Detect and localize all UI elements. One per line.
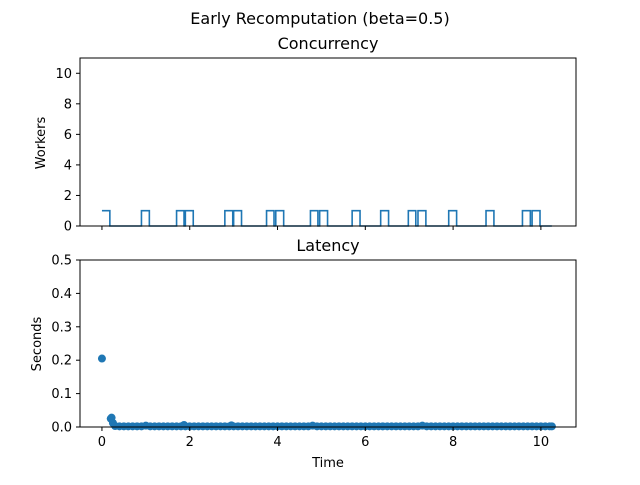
- concurrency-ylabel: Workers: [34, 116, 49, 169]
- latency-ytick-label: 0.5: [51, 254, 72, 269]
- concurrency-ytick-label: 8: [64, 97, 72, 112]
- concurrency-ytick-label: 10: [55, 67, 72, 82]
- latency-ytick-label: 0.1: [51, 387, 72, 402]
- latency-ytick-label: 0.0: [51, 421, 72, 436]
- figure-suptitle: Early Recomputation (beta=0.5): [190, 9, 449, 28]
- concurrency-axes-frame: [79, 57, 577, 227]
- latency-xtick-label: 2: [186, 435, 194, 450]
- concurrency-ytick-label: 2: [64, 189, 72, 204]
- concurrency-subplot: Concurrency Workers 0 2 4 6 8 10: [34, 34, 577, 235]
- latency-xtick-label: 8: [449, 435, 457, 450]
- latency-ytick-label: 0.3: [51, 320, 72, 335]
- latency-xlabel: Time: [311, 456, 344, 471]
- latency-data-point: [97, 354, 106, 363]
- latency-xtick-label: 4: [273, 435, 281, 450]
- concurrency-title: Concurrency: [278, 34, 379, 53]
- latency-ytick-label: 0.4: [51, 287, 72, 302]
- latency-xtick-label: 10: [533, 435, 550, 450]
- concurrency-series-line: [101, 209, 552, 227]
- latency-subplot: Latency Seconds Time 0.0 0.1 0.2 0.3 0.4 0.5 0…: [30, 236, 577, 471]
- latency-xtick-label: 0: [98, 435, 106, 450]
- concurrency-ytick-label: 6: [64, 128, 72, 143]
- latency-ylabel: Seconds: [30, 316, 45, 371]
- concurrency-ytick-label: 0: [64, 220, 72, 235]
- latency-data-point: [547, 422, 556, 431]
- latency-title: Latency: [296, 236, 359, 255]
- latency-axes-frame: [79, 259, 577, 428]
- concurrency-ytick-label: 4: [64, 158, 72, 173]
- latency-xtick-label: 6: [361, 435, 369, 450]
- latency-ytick-label: 0.2: [51, 354, 72, 369]
